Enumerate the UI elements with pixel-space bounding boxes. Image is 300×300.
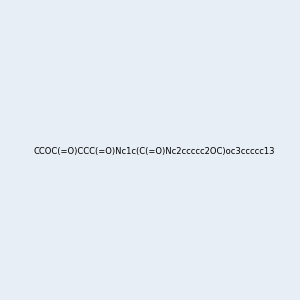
Text: CCOC(=O)CCC(=O)Nc1c(C(=O)Nc2ccccc2OC)oc3ccccc13: CCOC(=O)CCC(=O)Nc1c(C(=O)Nc2ccccc2OC)oc3… [33,147,274,156]
